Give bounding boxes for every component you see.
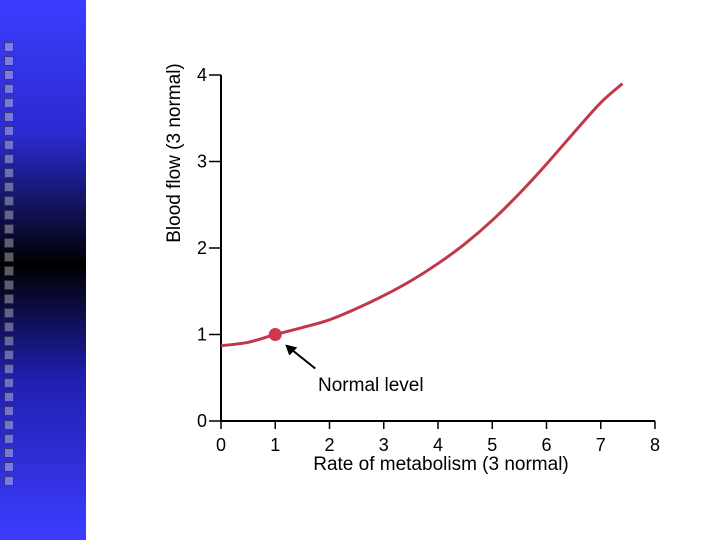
x-tick-label: 5 <box>487 435 497 455</box>
sidebar-square <box>4 280 14 290</box>
chart-axes <box>220 75 655 422</box>
sidebar-square-pattern <box>4 42 20 492</box>
y-tick-label: 0 <box>197 411 207 431</box>
sidebar-square <box>4 182 14 192</box>
y-tick-label: 1 <box>197 325 207 345</box>
x-tick-label: 2 <box>324 435 334 455</box>
sidebar-square <box>4 196 14 206</box>
sidebar-square <box>4 476 14 486</box>
sidebar-square <box>4 336 14 346</box>
sidebar-square <box>4 378 14 388</box>
sidebar-square <box>4 420 14 430</box>
sidebar-square <box>4 154 14 164</box>
sidebar-square <box>4 266 14 276</box>
x-tick-label: 4 <box>433 435 443 455</box>
sidebar-square <box>4 70 14 80</box>
x-tick-label: 6 <box>541 435 551 455</box>
sidebar-square <box>4 56 14 66</box>
normal-level-point <box>268 328 282 341</box>
sidebar-square <box>4 224 14 234</box>
sidebar-square <box>4 168 14 178</box>
sidebar-square <box>4 252 14 262</box>
slide-sidebar <box>0 0 86 540</box>
sidebar-square <box>4 322 14 332</box>
annotation-arrow <box>289 347 316 370</box>
sidebar-square <box>4 448 14 458</box>
sidebar-square <box>4 126 14 136</box>
y-ticks: 0 1 2 3 4 <box>197 65 221 431</box>
sidebar-square <box>4 406 14 416</box>
sidebar-square <box>4 210 14 220</box>
x-tick-label: 7 <box>596 435 606 455</box>
y-tick-label: 2 <box>197 238 207 258</box>
sidebar-square <box>4 364 14 374</box>
y-axis-title: Blood flow (3 normal) <box>164 63 185 243</box>
sidebar-square <box>4 140 14 150</box>
sidebar-square <box>4 350 14 360</box>
blood-flow-curve <box>220 82 624 348</box>
x-tick-label: 3 <box>379 435 389 455</box>
x-ticks: 0 1 2 3 4 5 6 7 8 <box>216 421 660 455</box>
sidebar-square <box>4 308 14 318</box>
x-tick-label: 0 <box>216 435 226 455</box>
x-axis-title: Rate of metabolism (3 normal) <box>313 454 569 475</box>
annotation-arrowhead <box>285 344 298 356</box>
sidebar-square <box>4 84 14 94</box>
sidebar-square <box>4 462 14 472</box>
sidebar-square <box>4 434 14 444</box>
y-tick-label: 3 <box>197 152 207 172</box>
sidebar-square <box>4 98 14 108</box>
y-tick-label: 4 <box>197 65 207 85</box>
sidebar-square <box>4 392 14 402</box>
x-tick-label: 8 <box>650 435 660 455</box>
sidebar-square <box>4 112 14 122</box>
sidebar-square <box>4 294 14 304</box>
normal-level-label: Normal level <box>318 375 424 396</box>
sidebar-square <box>4 238 14 248</box>
sidebar-square <box>4 42 14 52</box>
x-tick-label: 1 <box>270 435 280 455</box>
